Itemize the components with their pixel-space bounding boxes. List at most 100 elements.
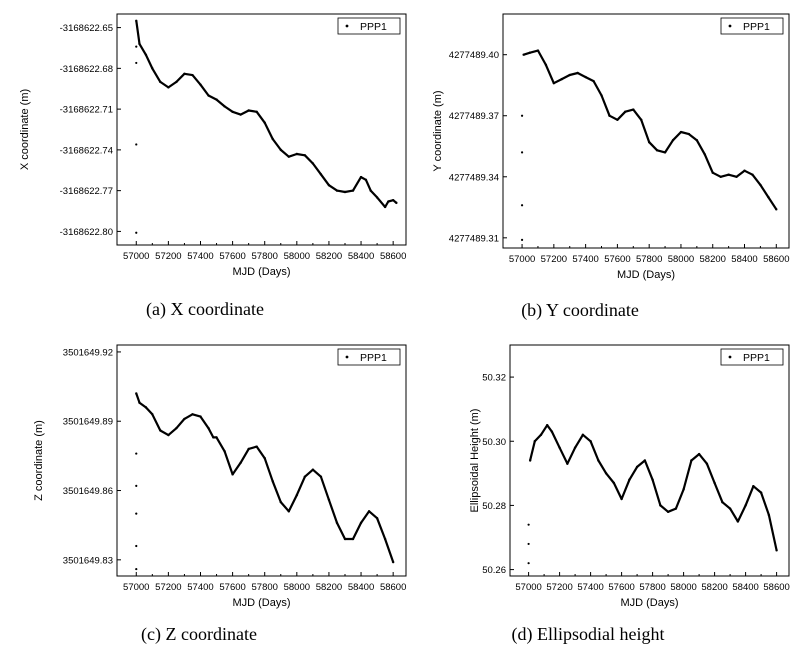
data-point (311, 162, 315, 165)
panel-caption: (d) Ellipsodial height (512, 624, 665, 645)
data-point (287, 510, 290, 513)
legend-box (337, 17, 401, 35)
data-point (721, 501, 724, 504)
data-point (597, 459, 600, 462)
data-point (343, 537, 347, 541)
y-tick-label: 4277489.31 (449, 233, 499, 244)
data-point (391, 198, 395, 202)
data-point (528, 459, 532, 462)
data-point (351, 537, 355, 541)
data-point (223, 450, 226, 453)
plot-frame (502, 13, 790, 249)
data-point (191, 73, 194, 77)
data-point (632, 108, 635, 111)
data-point (391, 560, 395, 564)
x-tick-label: 58000 (284, 582, 310, 593)
data-point (576, 71, 579, 75)
data-point (239, 461, 242, 465)
data-point (387, 200, 390, 203)
data-point (651, 478, 654, 481)
x-tick-label: 58600 (380, 582, 406, 593)
outlier-point (520, 114, 524, 117)
x-axis-label: MJD (Days) (620, 597, 678, 609)
outlier-point (527, 542, 530, 546)
plot-frame (116, 13, 407, 246)
y-tick-label: 3501649.89 (63, 417, 113, 428)
data-point (687, 132, 691, 136)
data-point (199, 415, 202, 418)
data-point (624, 110, 627, 113)
data-point (183, 72, 186, 75)
data-point (207, 94, 210, 97)
data-point (215, 98, 218, 101)
data-point (640, 118, 643, 122)
panel-caption: (c) Z coordinate (141, 624, 257, 645)
data-point (659, 504, 662, 507)
series-line-1 (135, 20, 398, 209)
data-point (566, 462, 569, 465)
x-tick-label: 57800 (636, 254, 662, 265)
data-point (759, 491, 763, 494)
data-point (767, 195, 770, 199)
data-point (558, 446, 561, 449)
data-point (751, 173, 754, 176)
data-point (568, 73, 571, 77)
data-point (367, 510, 371, 513)
data-point (223, 105, 226, 108)
outlier-point (527, 523, 530, 526)
x-tick-label: 57400 (572, 254, 598, 265)
data-point (743, 169, 746, 172)
x-axis-label: MJD (Days) (232, 597, 290, 609)
data-point (697, 452, 701, 456)
data-point (359, 175, 363, 179)
data-point (303, 475, 307, 478)
data-point (183, 417, 186, 421)
data-point (679, 130, 683, 134)
data-point (573, 446, 577, 449)
data-point (552, 81, 556, 85)
data-point (369, 189, 372, 192)
x-tick-label: 57200 (155, 251, 181, 262)
data-point (295, 493, 299, 497)
outlier-point (520, 204, 524, 207)
x-tick-label: 58600 (763, 254, 789, 265)
data-point (351, 189, 355, 192)
data-point (159, 429, 162, 432)
data-point (159, 80, 162, 84)
data-point (612, 481, 616, 485)
data-point (635, 465, 639, 469)
x-tick-label: 57800 (639, 582, 665, 593)
x-tick-label: 57200 (546, 582, 572, 593)
legend-label: PPP1 (360, 21, 387, 33)
legend-label: PPP1 (743, 352, 770, 364)
data-point (546, 424, 549, 427)
data-point (584, 75, 587, 79)
x-tick-label: 58200 (701, 582, 727, 593)
y-tick-label: 50.26 (482, 565, 506, 576)
panel-caption: (b) Y coordinate (521, 300, 639, 321)
y-tick-label: 50.28 (482, 501, 506, 512)
x-tick-label: 57400 (577, 582, 603, 593)
data-point (727, 173, 730, 176)
data-point (695, 138, 699, 142)
outlier-point (135, 143, 138, 146)
outlier-point (135, 512, 138, 515)
data-point (581, 433, 585, 437)
x-tick-label: 58000 (284, 251, 310, 262)
y-tick-label: -3168622.71 (60, 105, 113, 116)
data-point (728, 507, 732, 510)
data-point (239, 113, 242, 116)
x-tick-label: 58000 (670, 582, 696, 593)
data-point (775, 549, 778, 552)
data-point (231, 110, 234, 114)
legend-marker (345, 355, 349, 359)
data-point (671, 138, 675, 142)
data-point (600, 94, 603, 97)
data-point (175, 80, 178, 84)
y-tick-label: -3168622.77 (60, 186, 113, 197)
x-tick-label: 57200 (541, 254, 567, 265)
data-point (364, 178, 368, 181)
data-point (247, 447, 250, 451)
data-point (138, 42, 141, 46)
